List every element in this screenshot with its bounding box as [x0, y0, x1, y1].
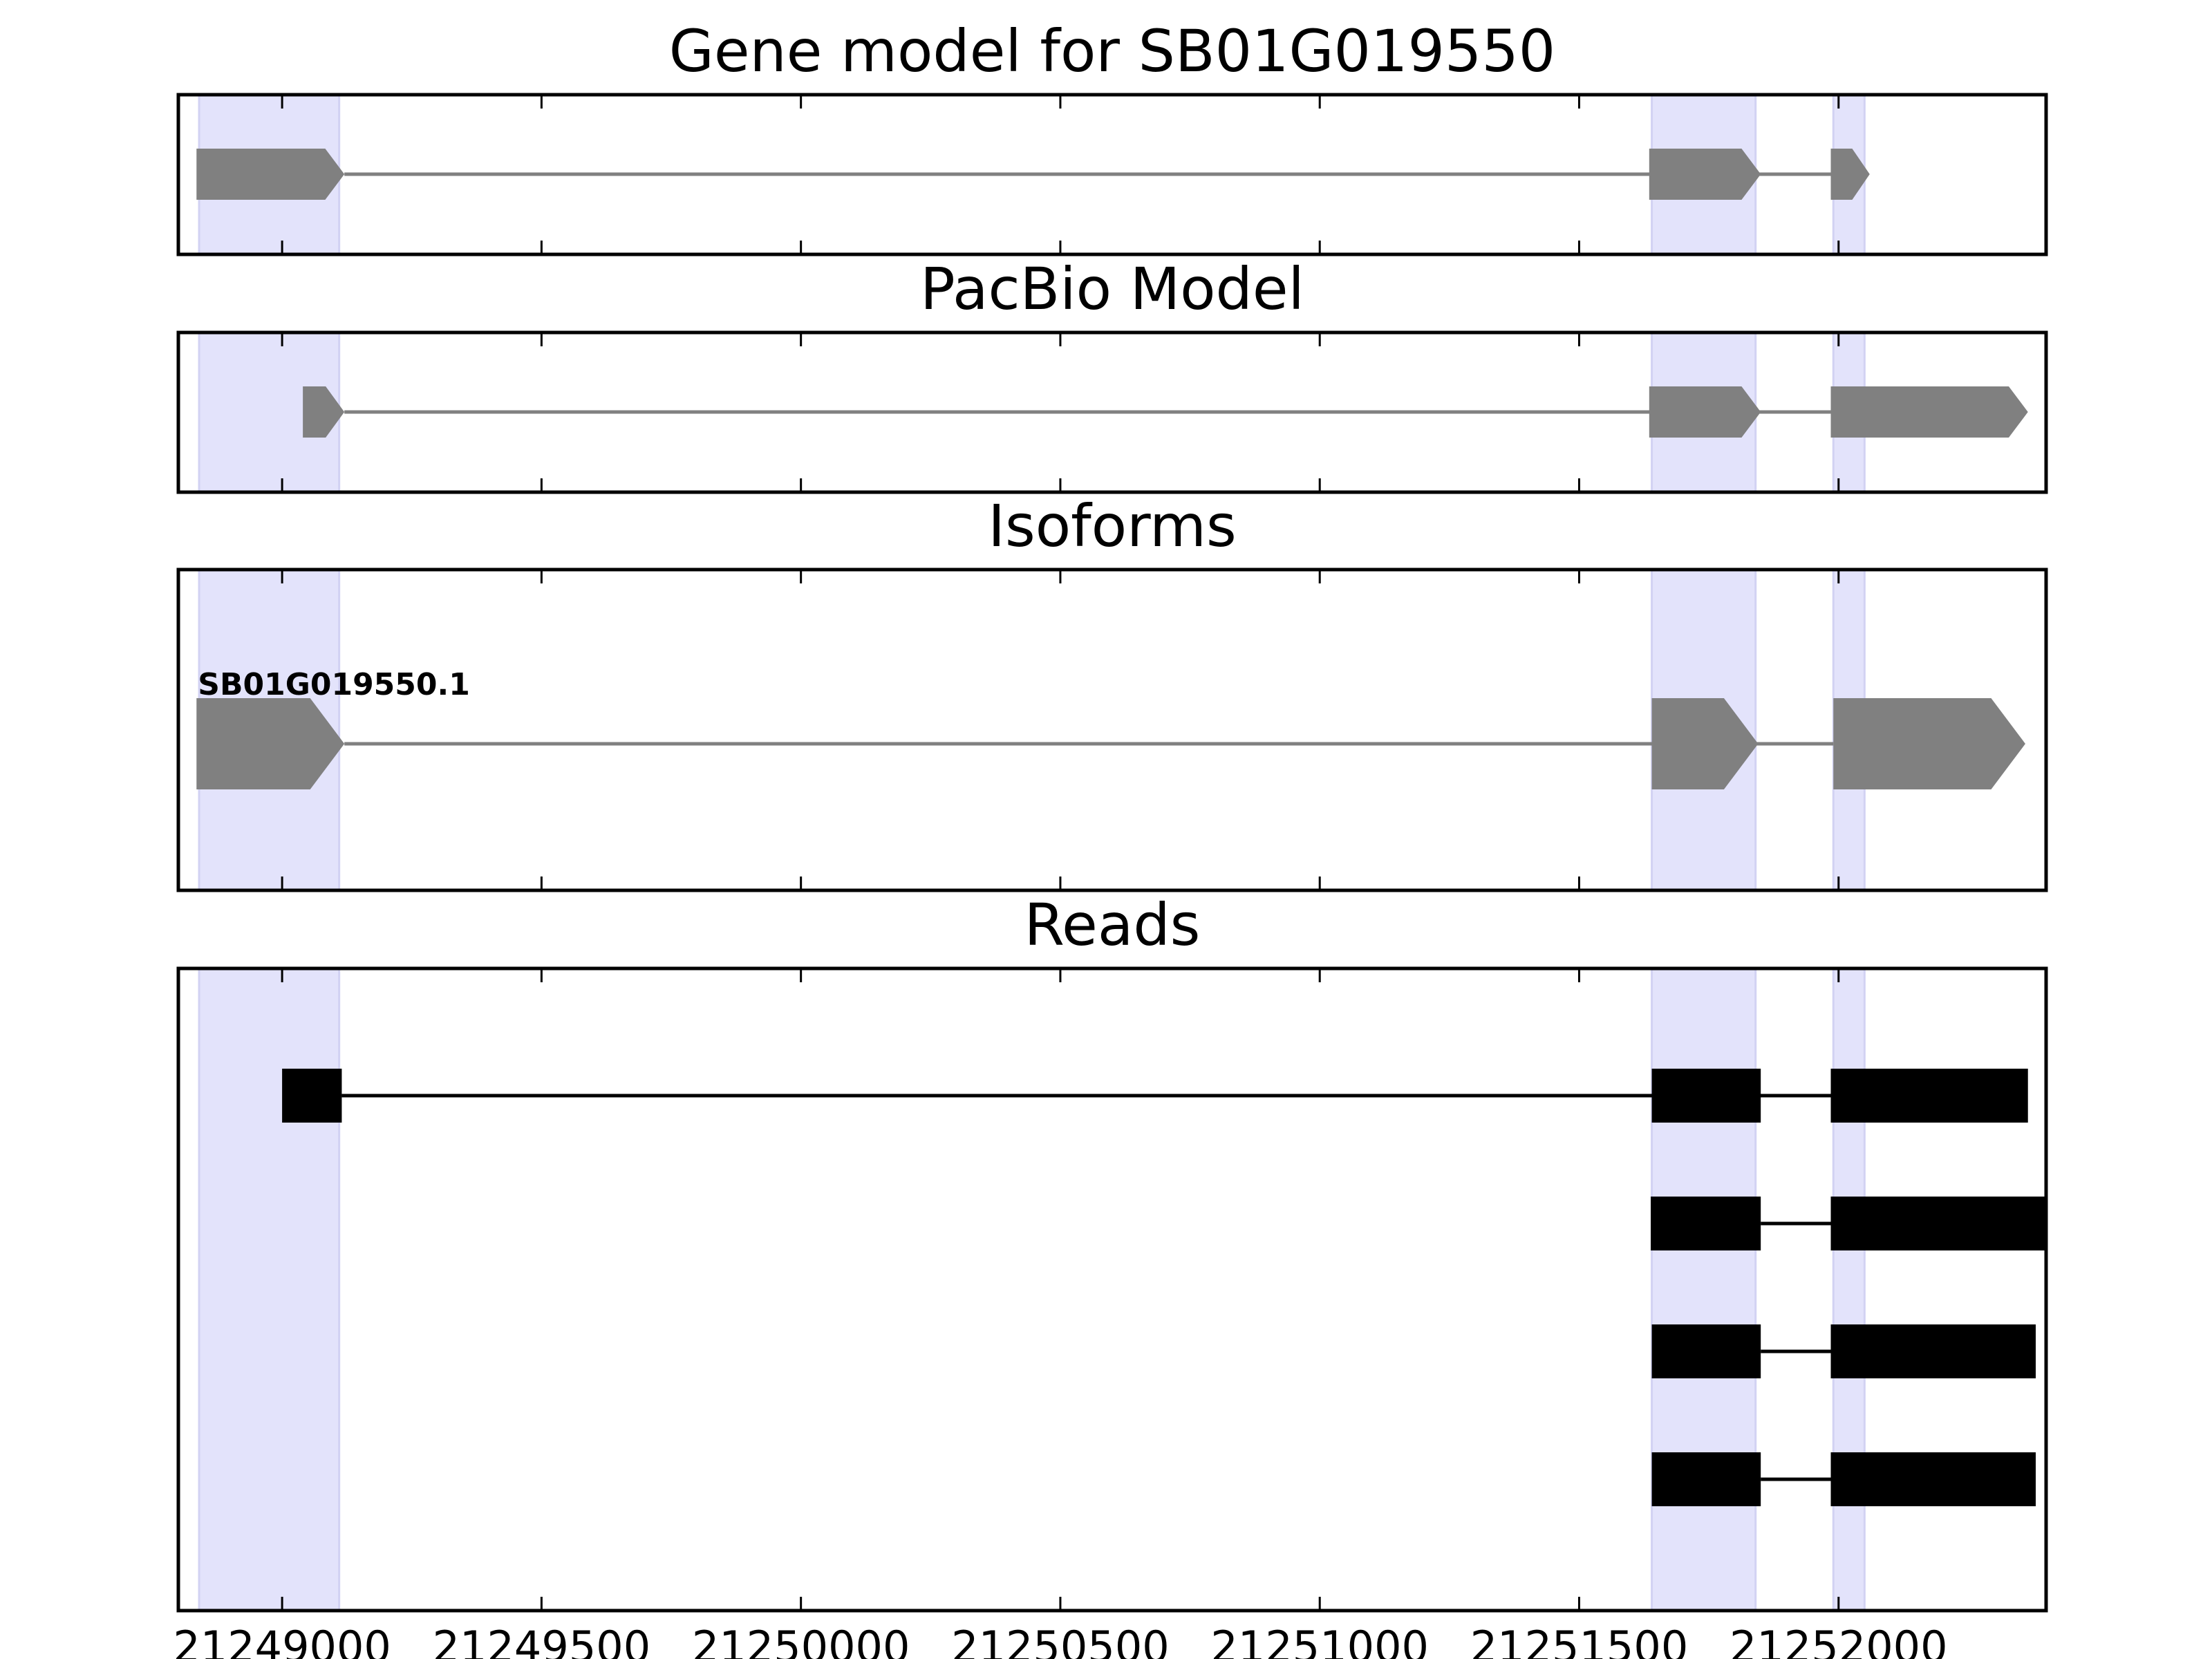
panel-frame [176, 330, 2048, 494]
text-layer: Gene model for SB01G019550 PacBio Model SB… [173, 17, 1947, 1659]
exon-arrow [196, 149, 345, 200]
isoform-label: SB01G019550.1 [198, 667, 470, 702]
read-block [1830, 1324, 2036, 1378]
x-tick-label: 21251500 [1470, 1622, 1689, 1659]
read-block [1651, 1324, 1761, 1378]
x-tick-label: 21250500 [951, 1622, 1170, 1659]
exon-arrow [303, 386, 345, 438]
x-tick-label: 21249500 [433, 1622, 651, 1659]
highlight-band [1651, 967, 1757, 1612]
panel-frame [176, 568, 2048, 892]
exon-arrow [1649, 149, 1761, 200]
x-tick-label: 21251000 [1210, 1622, 1429, 1659]
highlight-band [1832, 967, 1866, 1612]
x-tick-label: 21252000 [1730, 1622, 1948, 1659]
exon-arrow [1830, 149, 1870, 200]
panel-frame [176, 93, 2048, 256]
panel-title: Gene model for SB01G019550 [669, 17, 1555, 85]
exon-arrow [1830, 386, 2028, 438]
x-tick-label: 21249000 [173, 1622, 391, 1659]
exon-arrow [196, 698, 345, 789]
read-block [1651, 1069, 1761, 1123]
read-block [1651, 1197, 1761, 1250]
read-block [1830, 1452, 2036, 1506]
exon-arrow [1649, 386, 1761, 438]
read-block [282, 1069, 342, 1123]
frame-layer [176, 93, 2048, 1613]
highlight-band [198, 967, 341, 1612]
feature-layer [196, 149, 2046, 1506]
read-block [1651, 1452, 1761, 1506]
panel-frame [176, 966, 2048, 1613]
read-block [1830, 1069, 2028, 1123]
panel-title: PacBio Model [920, 255, 1304, 323]
exon-arrow [1651, 698, 1759, 789]
exon-arrow [1833, 698, 2025, 789]
panel-title: Reads [1024, 891, 1201, 959]
x-tick-label: 21250000 [692, 1622, 910, 1659]
read-block [1830, 1197, 2046, 1250]
panel-title: Isoforms [988, 492, 1237, 560]
